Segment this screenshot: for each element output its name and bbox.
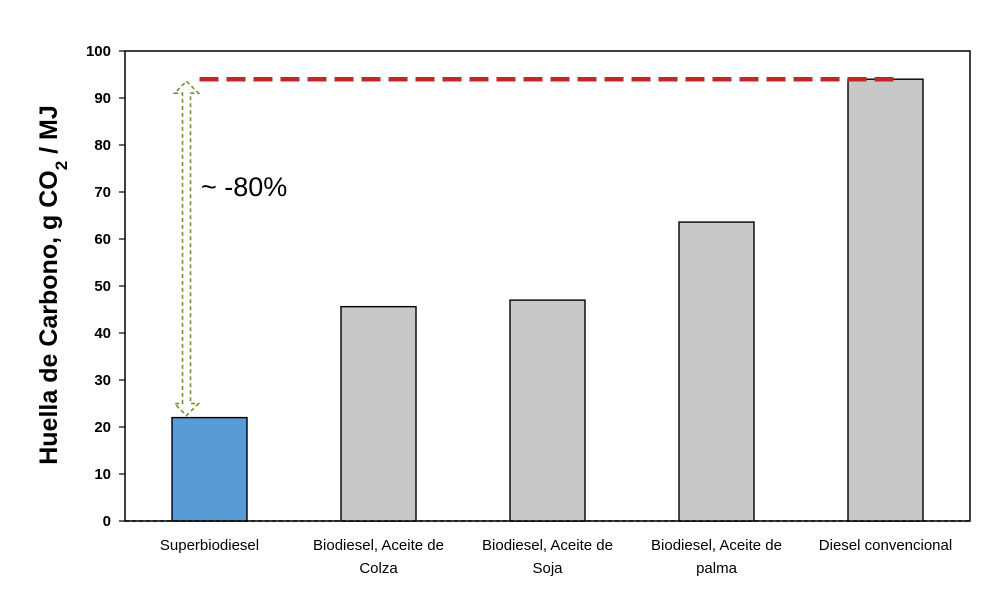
x-category-label: palma: [696, 560, 738, 577]
y-axis-label-unit: / MJ: [35, 105, 63, 161]
x-category-label: Colza: [359, 560, 398, 577]
y-tick-label: 70: [94, 184, 111, 201]
bar: [678, 221, 755, 522]
bar: [171, 416, 248, 522]
double-arrow-icon: [172, 80, 201, 417]
x-category-label: Soja: [532, 560, 563, 577]
y-tick-label: 30: [94, 372, 111, 389]
x-category-label: Superbiodiesel: [160, 537, 259, 554]
y-tick-label: 20: [94, 419, 111, 436]
reduction-annotation: ~ -80%: [201, 172, 287, 202]
y-tick-label: 0: [103, 513, 111, 530]
bar: [340, 305, 417, 522]
y-axis-label: Huella de Carbono, g CO2 / MJ: [35, 105, 71, 465]
y-axis-label-main: Huella de Carbono, g CO: [35, 170, 63, 464]
y-tick-label: 100: [86, 43, 111, 60]
y-tick-label: 40: [94, 325, 111, 342]
y-tick-label: 80: [94, 137, 111, 154]
y-tick-label: 60: [94, 231, 111, 248]
x-category-label: Diesel convencional: [819, 537, 952, 554]
bar: [509, 299, 586, 522]
y-tick-label: 50: [94, 278, 111, 295]
y-tick-label: 10: [94, 466, 111, 483]
x-category-label: Biodiesel, Aceite de: [651, 537, 782, 554]
y-axis-label-subscript: 2: [52, 161, 71, 170]
bar: [847, 78, 924, 522]
x-category-label: Biodiesel, Aceite de: [313, 537, 444, 554]
y-tick-label: 90: [94, 90, 111, 107]
x-category-label: Biodiesel, Aceite de: [482, 537, 613, 554]
